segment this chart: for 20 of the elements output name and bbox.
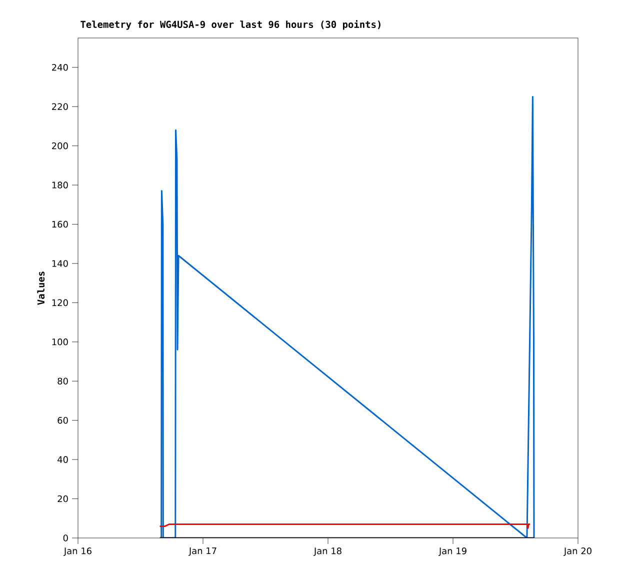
y-tick-label: 120 — [52, 299, 68, 306]
y-tick-label: 100 — [52, 338, 68, 346]
x-tick-label: Jan 19 — [438, 548, 466, 556]
y-tick-label: 240 — [52, 64, 68, 71]
y-axis-title: Values — [37, 272, 45, 305]
y-tick-label: 140 — [52, 260, 68, 267]
y-tick-label: 20 — [58, 495, 68, 502]
y-tick-label: 200 — [52, 142, 68, 150]
x-tick-label: Jan 17 — [188, 548, 216, 556]
y-tick-label: 0 — [63, 534, 68, 542]
x-tick-label: Jan 16 — [64, 548, 92, 556]
x-tick-label: Jan 20 — [563, 548, 592, 556]
y-tick-label: 220 — [52, 103, 68, 110]
y-tick-label: 60 — [58, 416, 68, 424]
chart-title: Telemetry for WG4USA-9 over last 96 hours (30 points) — [80, 20, 380, 30]
x-tick-label: Jan 18 — [313, 548, 342, 556]
y-tick-label: 80 — [58, 378, 68, 385]
y-tick-label: 160 — [52, 220, 68, 228]
y-tick-label: 180 — [52, 182, 68, 188]
y-tick-label: 40 — [58, 456, 68, 463]
